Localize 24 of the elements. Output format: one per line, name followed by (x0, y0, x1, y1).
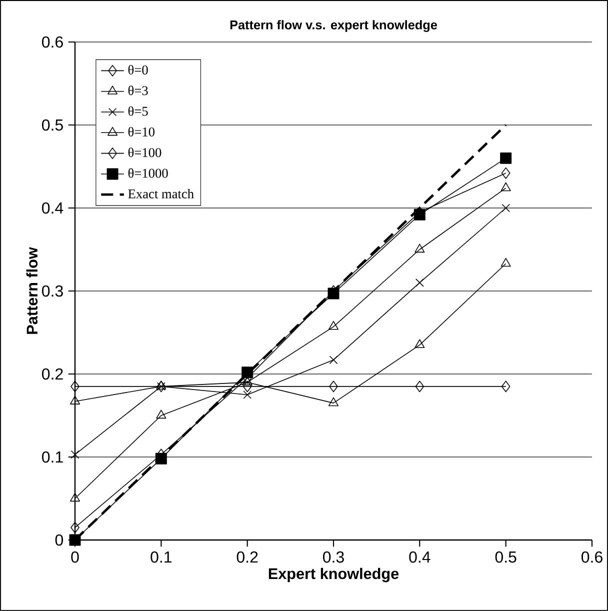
y-tick-label: 0.1 (42, 451, 63, 463)
x-axis-title: Expert knowledge (268, 568, 399, 582)
legend-label: θ=3 (128, 86, 148, 96)
x-tick-label: 0.2 (236, 551, 258, 563)
x-tick-label: 0.4 (409, 551, 430, 563)
legend-label: θ=100 (128, 148, 162, 158)
legend-label: θ=5 (128, 106, 148, 116)
y-tick-label: 0.3 (42, 285, 63, 297)
y-tick-label: 0.4 (42, 202, 64, 214)
legend-label: θ=1000 (128, 168, 168, 178)
x-tick-label: 0 (71, 551, 79, 563)
chart-title: Pattern flow v.s. expert knowledge (230, 20, 437, 32)
x-tick-label: 0.6 (582, 551, 602, 563)
y-tick-label: 0 (55, 534, 64, 546)
legend-label: Exact match (128, 188, 194, 198)
y-tick-label: 0.5 (42, 119, 63, 131)
legend-label: θ=10 (128, 127, 155, 136)
x-tick-label: 0.5 (495, 551, 516, 563)
y-tick-label: 0.2 (42, 368, 63, 380)
y-tick-label: 0.6 (42, 36, 63, 48)
x-tick-label: 0.3 (323, 551, 344, 563)
x-tick-label: 0.1 (150, 551, 172, 563)
y-axis-title: Pattern flow (26, 247, 38, 334)
legend-label: θ=0 (128, 65, 148, 74)
